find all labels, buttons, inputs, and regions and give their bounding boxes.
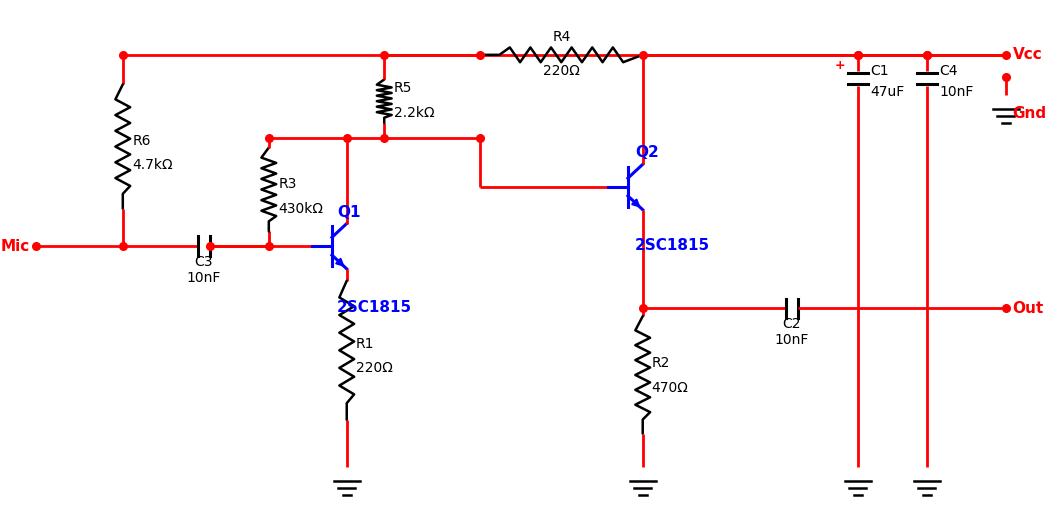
Text: R3: R3 bbox=[279, 177, 297, 191]
Text: 2SC1815: 2SC1815 bbox=[337, 300, 412, 315]
Text: C3: C3 bbox=[195, 255, 213, 269]
Text: C1: C1 bbox=[871, 63, 890, 78]
Text: 470Ω: 470Ω bbox=[652, 381, 689, 395]
Text: 10nF: 10nF bbox=[940, 85, 974, 100]
Text: 2.2kΩ: 2.2kΩ bbox=[394, 106, 435, 120]
Text: R1: R1 bbox=[356, 337, 374, 352]
Text: +: + bbox=[834, 59, 845, 72]
Text: Out: Out bbox=[1013, 301, 1044, 316]
Text: C4: C4 bbox=[940, 63, 958, 78]
Text: R4: R4 bbox=[552, 30, 571, 44]
Text: 220Ω: 220Ω bbox=[543, 63, 579, 78]
Text: 10nF: 10nF bbox=[775, 333, 809, 347]
Text: 4.7kΩ: 4.7kΩ bbox=[133, 158, 173, 172]
Text: Q1: Q1 bbox=[337, 204, 360, 220]
Text: 220Ω: 220Ω bbox=[356, 361, 392, 375]
Text: Mic: Mic bbox=[1, 239, 30, 254]
Text: Vcc: Vcc bbox=[1013, 47, 1043, 62]
Text: R6: R6 bbox=[133, 134, 151, 148]
Text: 10nF: 10nF bbox=[186, 271, 221, 285]
Text: Q2: Q2 bbox=[635, 145, 659, 160]
Text: R5: R5 bbox=[394, 81, 412, 95]
Text: 2SC1815: 2SC1815 bbox=[635, 238, 710, 253]
Text: R2: R2 bbox=[652, 356, 670, 370]
Text: 430kΩ: 430kΩ bbox=[279, 202, 323, 216]
Text: 47uF: 47uF bbox=[871, 85, 905, 100]
Text: C2: C2 bbox=[782, 317, 800, 331]
Text: Gnd: Gnd bbox=[1013, 105, 1047, 121]
